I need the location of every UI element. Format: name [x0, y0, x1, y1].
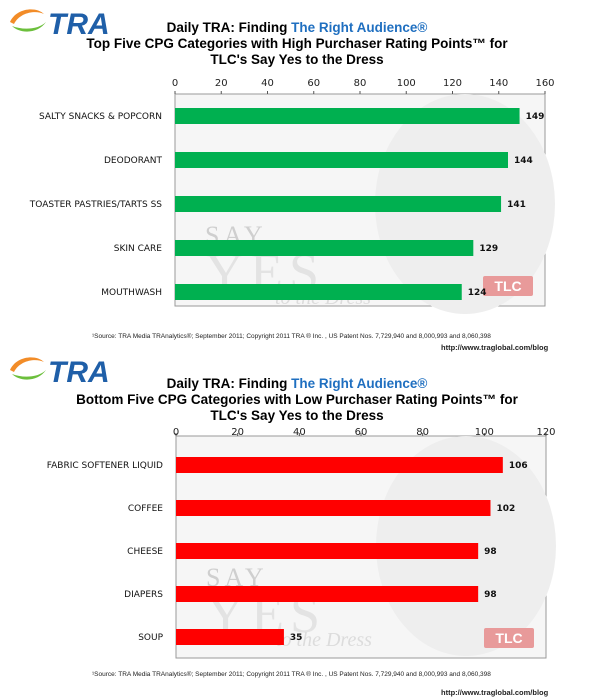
- tick-label: 60: [355, 427, 368, 438]
- logo-text: TRA: [48, 356, 110, 388]
- tick-label: 40: [261, 78, 274, 89]
- tlc-logo: [484, 628, 534, 648]
- tra-logo: TRA: [10, 356, 110, 388]
- category-label: TOASTER PASTRIES/TARTS SS: [29, 200, 162, 210]
- bar: [175, 240, 474, 256]
- title-registered-mark: ®: [417, 376, 428, 391]
- chart-title-line3: TLC's Say Yes to the Dress: [210, 52, 384, 67]
- value-label: 149: [526, 112, 545, 122]
- value-label: 98: [484, 547, 497, 557]
- logo-swoosh-orange: [10, 9, 44, 24]
- tra-logo: TRA: [10, 8, 110, 40]
- category-label: COFFEE: [128, 504, 163, 514]
- category-label: MOUTHWASH: [101, 288, 162, 298]
- value-label: 129: [479, 244, 498, 254]
- bar: [176, 500, 491, 516]
- tlc-logo: [483, 276, 533, 296]
- category-label: SOUP: [138, 633, 163, 643]
- blog-url[interactable]: http://www.traglobal.com/blog: [441, 688, 549, 697]
- logo-text: TRA: [48, 8, 110, 40]
- tick-label: 40: [293, 427, 306, 438]
- source-note: ¹Source: TRA Media TRAnalytics®; Septemb…: [92, 671, 491, 678]
- category-label: FABRIC SOFTENER LIQUID: [47, 461, 163, 471]
- bar: [175, 196, 502, 212]
- bar: [175, 284, 462, 300]
- tick-label: 120: [536, 427, 555, 438]
- tick-label: 140: [489, 78, 508, 89]
- category-label: SKIN CARE: [114, 244, 163, 254]
- chart-title-line1: Daily TRA: Finding The Right Audience®: [0, 376, 594, 392]
- source-note: ¹Source: TRA Media TRAnalytics®; Septemb…: [92, 333, 491, 340]
- chart-panel-bottom: TRA Daily TRA: Finding The Right Audienc…: [0, 348, 594, 698]
- chart-title-line3: TLC's Say Yes to the Dress: [210, 408, 384, 423]
- tick-label: 20: [215, 78, 228, 89]
- value-label: 144: [514, 156, 533, 166]
- value-label: 102: [497, 504, 516, 514]
- tick-label: 80: [354, 78, 367, 89]
- tick-label: 60: [307, 78, 320, 89]
- value-label: 35: [290, 633, 303, 643]
- title-prefix: Daily TRA: Finding: [166, 376, 292, 391]
- chart-title-line2: Top Five CPG Categories with High Purcha…: [86, 36, 508, 51]
- watermark-dress: to the Dress: [276, 629, 372, 651]
- chart-panel-top: TRA Daily TRA: Finding The Right Audienc…: [0, 8, 594, 352]
- tlc-logo-text: TLC: [495, 630, 522, 646]
- tick-label: 100: [475, 427, 494, 438]
- tick-label: 0: [172, 78, 178, 89]
- category-label: DEODORANT: [104, 156, 162, 166]
- tick-label: 0: [173, 427, 179, 438]
- bar: [176, 457, 503, 473]
- category-label: CHEESE: [127, 547, 163, 557]
- logo-swoosh-green: [12, 22, 46, 32]
- category-label: DIAPERS: [124, 590, 163, 600]
- bar: [176, 586, 479, 602]
- title-highlight: The Right Audience: [291, 376, 418, 391]
- chart-title-line2: Bottom Five CPG Categories with Low Purc…: [76, 392, 518, 407]
- title-highlight: The Right Audience: [291, 20, 418, 35]
- title-prefix: Daily TRA: Finding: [166, 20, 292, 35]
- bar: [176, 629, 284, 645]
- tick-label: 160: [535, 78, 554, 89]
- tlc-logo-text: TLC: [494, 278, 521, 294]
- logo-swoosh-green: [12, 370, 46, 380]
- tick-label: 100: [397, 78, 416, 89]
- value-label: 141: [507, 200, 526, 210]
- bar: [175, 152, 508, 168]
- title-registered-mark: ®: [417, 20, 428, 35]
- value-label: 124: [468, 288, 487, 298]
- bar: [176, 543, 479, 559]
- chart-title-line1: Daily TRA: Finding The Right Audience®: [0, 20, 594, 36]
- tick-label: 80: [416, 427, 429, 438]
- logo-swoosh-orange: [10, 357, 44, 372]
- value-label: 106: [509, 461, 528, 471]
- value-label: 98: [484, 590, 497, 600]
- category-label: SALTY SNACKS & POPCORN: [39, 112, 162, 122]
- tick-label: 120: [443, 78, 462, 89]
- bar: [175, 108, 520, 124]
- tick-label: 20: [231, 427, 244, 438]
- blog-url[interactable]: http://www.traglobal.com/blog: [441, 343, 549, 352]
